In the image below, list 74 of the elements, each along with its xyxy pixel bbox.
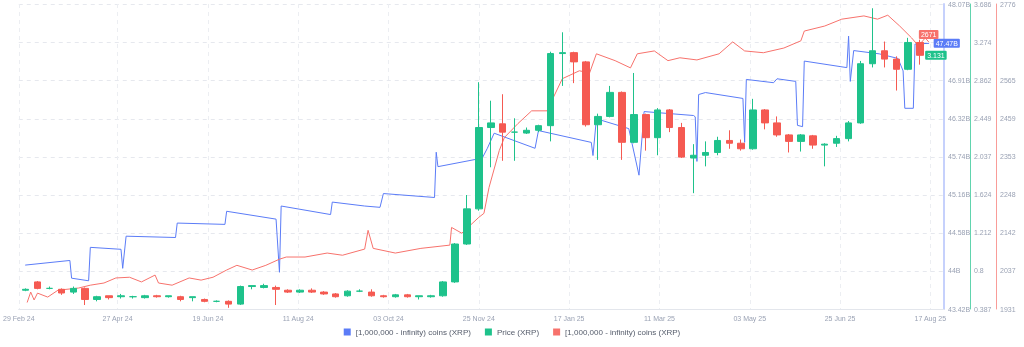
candlestick xyxy=(666,108,673,133)
candlestick xyxy=(141,294,149,300)
candlestick xyxy=(523,127,530,135)
candlestick xyxy=(404,293,411,299)
candlestick xyxy=(427,294,435,299)
candlestick xyxy=(535,124,542,133)
candlestick xyxy=(93,295,101,302)
candlestick xyxy=(320,290,328,296)
candlestick xyxy=(225,299,232,309)
candlestick xyxy=(737,139,745,152)
candlestick xyxy=(439,280,447,298)
candlestick xyxy=(344,289,351,298)
candlestick xyxy=(642,113,650,152)
candlestick xyxy=(857,60,864,125)
candlestick xyxy=(105,295,113,300)
candlestick xyxy=(749,98,757,151)
candlestick xyxy=(809,134,817,150)
candlestick xyxy=(785,133,793,153)
candlestick xyxy=(415,295,423,300)
candlestick xyxy=(248,285,256,290)
candlestick xyxy=(392,293,399,299)
candlestick xyxy=(773,115,781,138)
candlestick xyxy=(201,298,208,303)
candlestick xyxy=(272,285,280,306)
candlestick xyxy=(594,113,602,161)
candlestick xyxy=(582,60,590,128)
candlestick xyxy=(606,85,614,118)
candlestick xyxy=(702,140,709,167)
candlestick xyxy=(821,142,828,167)
legend-label: Price (XRP) xyxy=(496,327,540,337)
candlestick xyxy=(189,296,196,302)
candlestick xyxy=(296,288,304,294)
candlestick xyxy=(678,122,685,159)
candlestick xyxy=(308,287,316,294)
candlestick xyxy=(117,293,125,300)
candlestick xyxy=(332,292,339,299)
candlestick xyxy=(618,90,626,161)
candlestick xyxy=(904,37,912,71)
candlestick xyxy=(547,51,554,142)
candlestick xyxy=(380,294,387,299)
candlestick xyxy=(690,143,697,194)
candlestick xyxy=(630,72,638,144)
candlestick xyxy=(893,55,900,92)
legend-label: [1,000,000 - infinity) coins (XRP) xyxy=(355,327,472,337)
candlestick xyxy=(284,288,292,294)
candlestick xyxy=(165,295,172,299)
candlestick xyxy=(22,287,29,292)
candlestick xyxy=(726,129,733,150)
candlestick xyxy=(487,100,495,168)
candlestick xyxy=(81,286,89,306)
candlestick xyxy=(368,288,375,298)
candlestick xyxy=(916,39,924,66)
candlestick xyxy=(70,286,77,295)
candlestick xyxy=(881,41,888,68)
legend-label: [1,000,000 - infinity) coins (XRP) xyxy=(565,327,681,337)
candlestick xyxy=(34,280,41,290)
candlestick xyxy=(761,108,769,130)
candlestick xyxy=(237,285,244,306)
candlestick xyxy=(177,295,184,302)
candlestick xyxy=(451,242,459,284)
candlestick xyxy=(833,135,840,148)
candlestick xyxy=(654,107,661,156)
candlestick xyxy=(153,294,161,299)
candlestick xyxy=(463,194,471,246)
candlestick xyxy=(511,117,518,162)
candlestick xyxy=(260,283,268,289)
candlestick xyxy=(797,133,805,153)
candlestick xyxy=(559,31,566,87)
candlestick xyxy=(499,93,506,162)
candlestick xyxy=(570,51,578,84)
candlestick xyxy=(714,136,721,156)
candlestick xyxy=(845,120,852,142)
candlestick xyxy=(869,7,876,68)
candlestick xyxy=(58,287,65,296)
